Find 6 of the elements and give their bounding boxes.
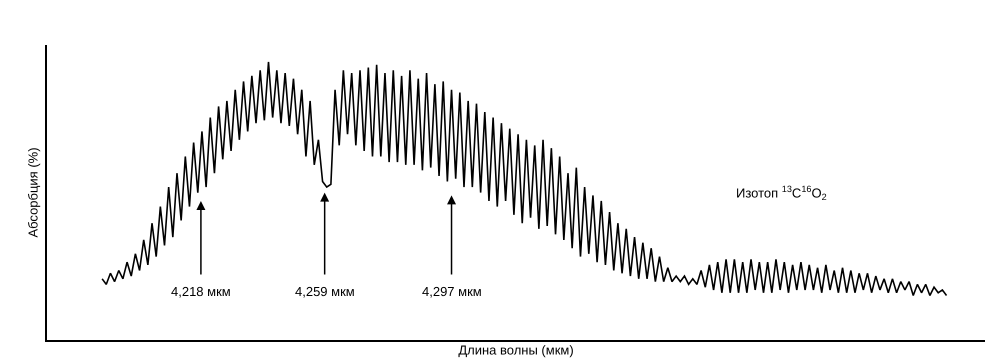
annotation: 4,297 мкм (422, 284, 482, 299)
y-axis-title: Абсорбция (%) (26, 147, 41, 238)
annotation: 4,259 мкм (295, 284, 355, 299)
annotation: 4,218 мкм (171, 284, 231, 299)
x-axis-title: Длина волны (мкм) (458, 342, 574, 358)
annotation: Изотоп $^{13}$C$^{16}$O$_{2}$ (736, 184, 827, 202)
